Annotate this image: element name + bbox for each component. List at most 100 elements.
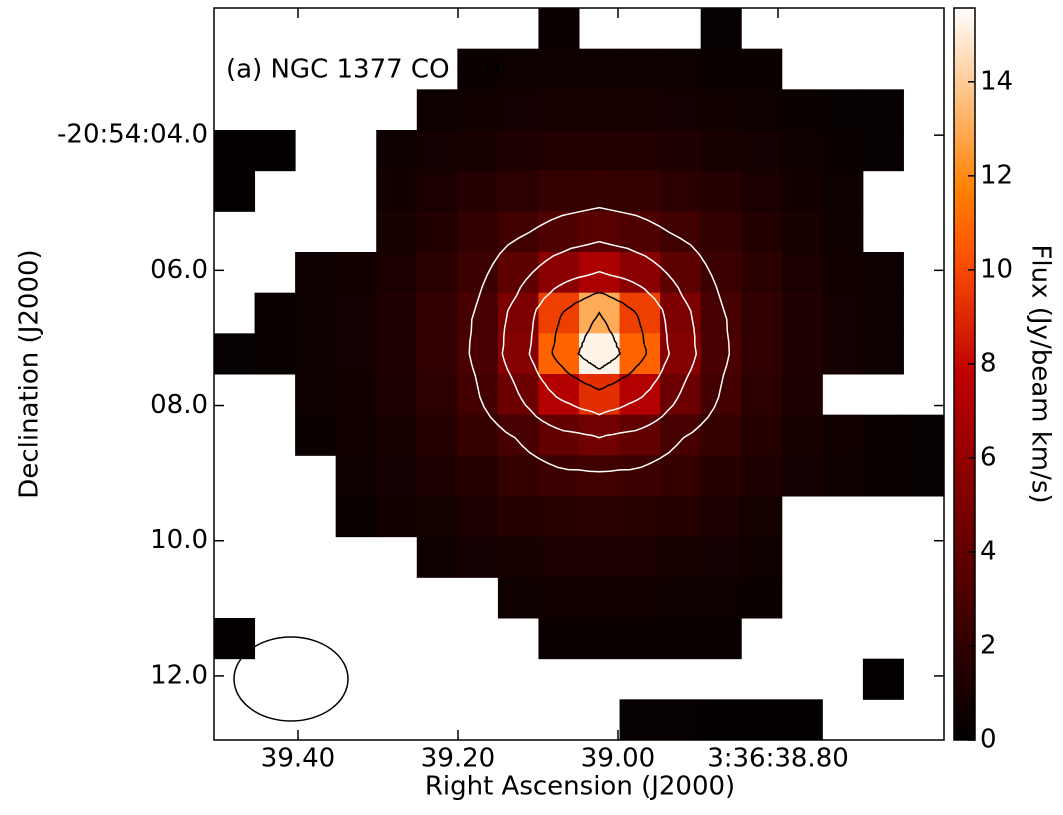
cell bbox=[579, 48, 621, 90]
cell bbox=[700, 48, 742, 90]
cell bbox=[214, 333, 256, 375]
cell bbox=[457, 211, 499, 253]
cell bbox=[700, 699, 742, 741]
cell bbox=[538, 8, 580, 50]
cell bbox=[660, 374, 702, 416]
x-tick-label: 39.40 bbox=[261, 744, 335, 774]
cell bbox=[538, 333, 580, 375]
cell bbox=[700, 211, 742, 253]
cell bbox=[497, 48, 539, 90]
contour bbox=[468, 206, 731, 473]
cell bbox=[619, 292, 661, 334]
cell bbox=[619, 414, 661, 456]
cell bbox=[376, 455, 418, 497]
y-tick-label: 08.0 bbox=[150, 390, 208, 420]
cell bbox=[700, 170, 742, 212]
cell bbox=[781, 252, 823, 294]
cell bbox=[660, 130, 702, 172]
y-tick-label: 12.0 bbox=[150, 660, 208, 690]
cell bbox=[822, 211, 864, 253]
cell bbox=[781, 89, 823, 131]
cell bbox=[497, 89, 539, 131]
cell bbox=[822, 89, 864, 131]
cell bbox=[457, 374, 499, 416]
x-tick-label: 39.00 bbox=[581, 744, 655, 774]
cell bbox=[700, 252, 742, 294]
colorbar-tick-label: 6 bbox=[980, 442, 997, 472]
cell bbox=[497, 455, 539, 497]
cell bbox=[862, 292, 904, 334]
cell bbox=[660, 89, 702, 131]
cell bbox=[579, 536, 621, 578]
cell bbox=[376, 496, 418, 538]
cell bbox=[214, 170, 256, 212]
cell bbox=[741, 130, 783, 172]
cell bbox=[538, 170, 580, 212]
cell bbox=[376, 333, 418, 375]
cell bbox=[660, 496, 702, 538]
cell bbox=[741, 414, 783, 456]
contour bbox=[551, 291, 648, 391]
cell bbox=[700, 8, 742, 50]
cell bbox=[741, 496, 783, 538]
cell bbox=[903, 455, 945, 497]
cell bbox=[862, 414, 904, 456]
x-tick-label: 39.20 bbox=[421, 744, 495, 774]
y-tick-label: -20:54:04.0 bbox=[57, 120, 208, 150]
plot-frame bbox=[213, 7, 945, 741]
y-tick-label: 06.0 bbox=[150, 255, 208, 285]
cell bbox=[862, 89, 904, 131]
y-axis-label: Declination (J2000) bbox=[15, 249, 45, 498]
cell bbox=[416, 292, 458, 334]
annotation: (a) NGC 1377 CO 1-0 bbox=[226, 55, 500, 85]
cell bbox=[295, 414, 337, 456]
cell bbox=[416, 130, 458, 172]
cell bbox=[579, 252, 621, 294]
cell bbox=[579, 374, 621, 416]
cell bbox=[822, 252, 864, 294]
cell bbox=[619, 48, 661, 90]
cell bbox=[416, 211, 458, 253]
cell bbox=[416, 89, 458, 131]
cell bbox=[457, 536, 499, 578]
cell bbox=[862, 658, 904, 700]
cell bbox=[295, 374, 337, 416]
cell bbox=[781, 455, 823, 497]
cell bbox=[660, 170, 702, 212]
cell bbox=[619, 333, 661, 375]
cell bbox=[497, 211, 539, 253]
cell bbox=[457, 170, 499, 212]
cell bbox=[457, 252, 499, 294]
cell bbox=[660, 455, 702, 497]
cell bbox=[254, 130, 296, 172]
cell bbox=[416, 252, 458, 294]
cell bbox=[862, 333, 904, 375]
cell bbox=[822, 455, 864, 497]
cell bbox=[579, 89, 621, 131]
cell bbox=[781, 414, 823, 456]
contours bbox=[468, 206, 731, 473]
cell bbox=[457, 130, 499, 172]
cell bbox=[416, 170, 458, 212]
cell bbox=[416, 496, 458, 538]
cell bbox=[335, 414, 377, 456]
cell bbox=[700, 455, 742, 497]
cell bbox=[497, 170, 539, 212]
cell bbox=[538, 496, 580, 538]
contour bbox=[577, 311, 622, 370]
cell bbox=[579, 455, 621, 497]
cell bbox=[416, 333, 458, 375]
cell bbox=[619, 130, 661, 172]
cell bbox=[619, 374, 661, 416]
cell bbox=[781, 211, 823, 253]
cell bbox=[538, 618, 580, 660]
cell bbox=[376, 252, 418, 294]
cell bbox=[741, 211, 783, 253]
cell bbox=[700, 374, 742, 416]
cell bbox=[660, 48, 702, 90]
colorbar-label: Flux (Jy/beam km/s) bbox=[1026, 244, 1056, 503]
cell bbox=[295, 333, 337, 375]
cell bbox=[457, 89, 499, 131]
cell bbox=[579, 496, 621, 538]
cell bbox=[781, 699, 823, 741]
